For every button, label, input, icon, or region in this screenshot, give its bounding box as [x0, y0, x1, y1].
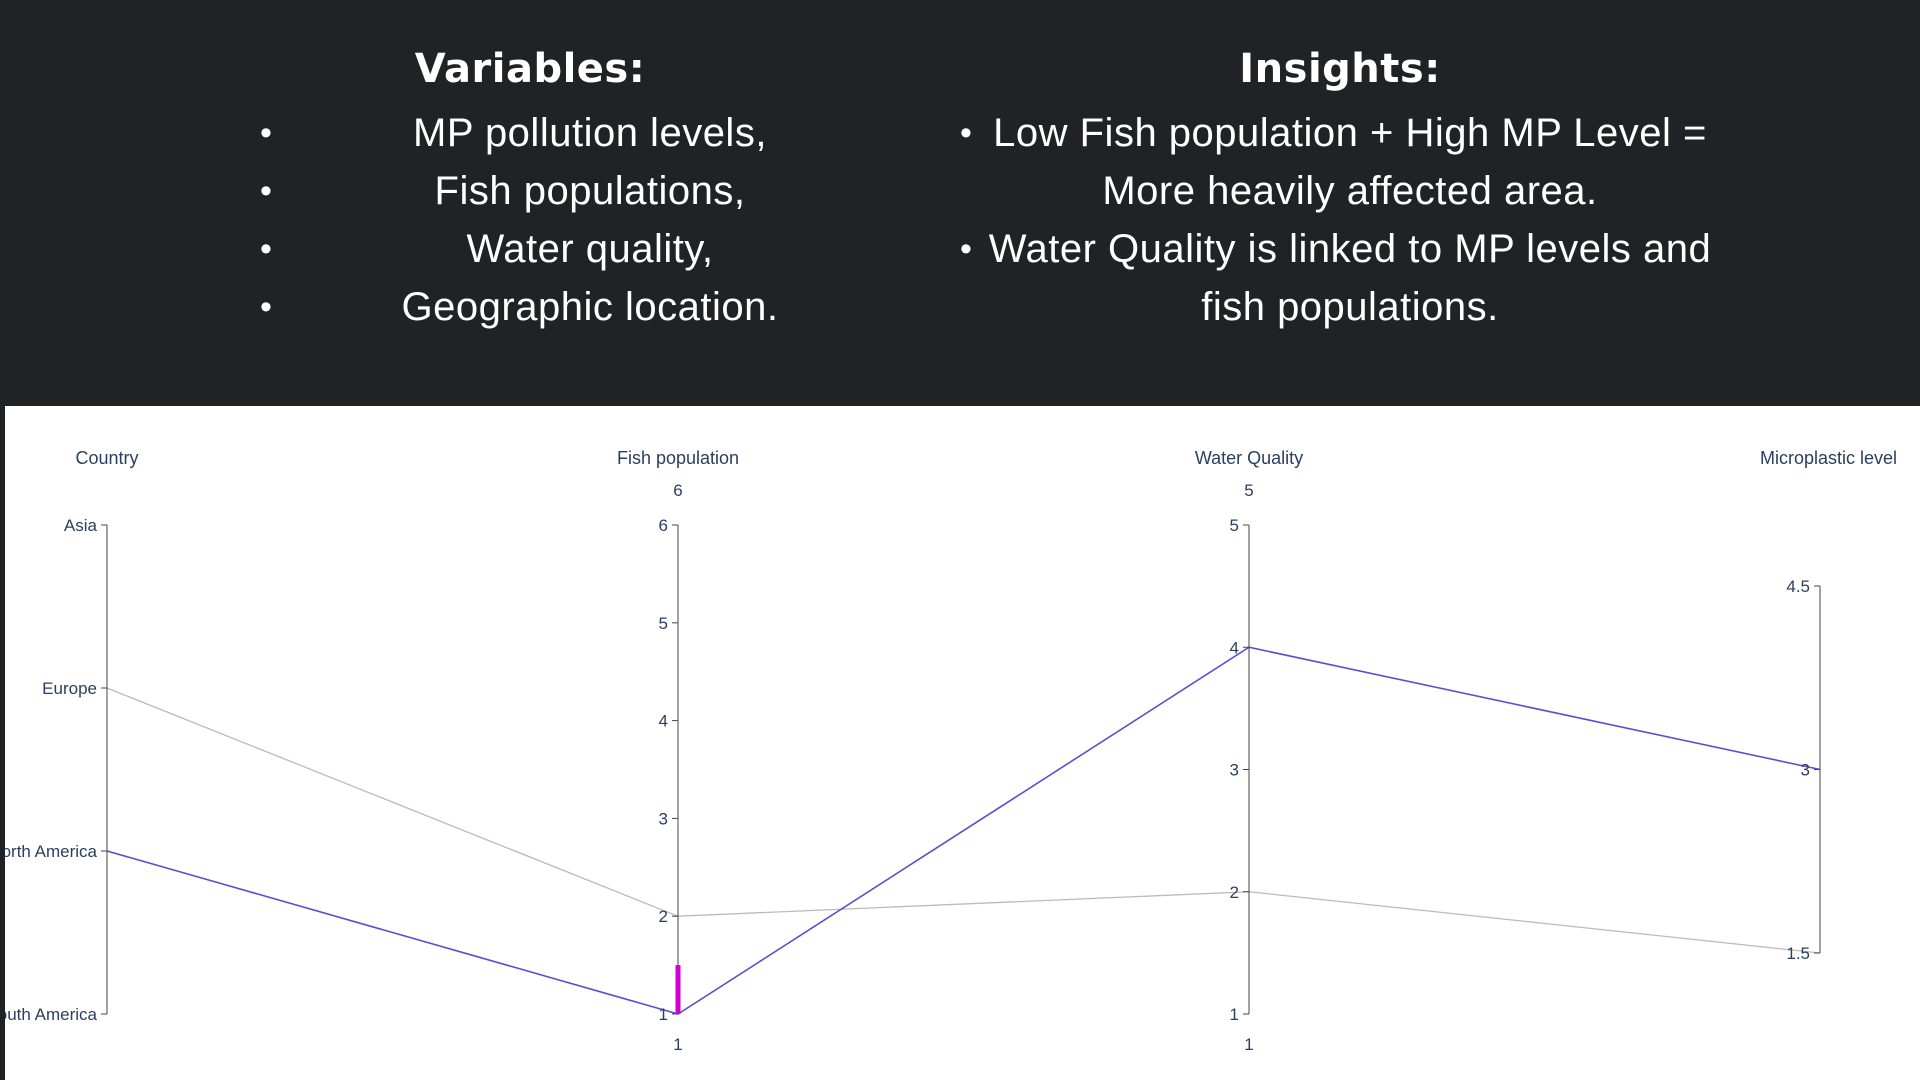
insights-section: Insights: • Low Fish population + High MP… [940, 40, 1740, 336]
data-line-unselected [106, 687, 1821, 954]
axis-tick-label: 1 [1230, 1005, 1239, 1024]
axis-tick-label: 4 [1230, 638, 1239, 657]
axis-tick-label: 1.5 [1786, 944, 1810, 963]
bullet-icon: • [260, 172, 273, 210]
bullet-icon: • [260, 230, 273, 268]
axis-range-max: 5 [1244, 481, 1253, 500]
axis-range-min: 1 [673, 1035, 682, 1054]
axis-tick-label: 4 [659, 712, 668, 731]
bullet-icon: • [960, 230, 973, 268]
axis-title[interactable]: Fish population [617, 448, 739, 468]
list-item: • Geographic location. [230, 278, 830, 336]
axis-tick-label: 3 [1801, 761, 1810, 780]
list-item: • MP pollution levels, [230, 104, 830, 162]
list-item: • Water quality, [230, 220, 830, 278]
axis-constraint-brush[interactable] [675, 965, 681, 1014]
list-item: • Low Fish population + High MP Level = M… [940, 104, 1740, 220]
axis-tick-label: 5 [1230, 516, 1239, 535]
variables-list: • MP pollution levels, • Fish populations,… [230, 104, 830, 336]
insights-heading: Insights: [1239, 46, 1441, 92]
insights-list: • Low Fish population + High MP Level = M… [940, 104, 1740, 336]
axis-tick-label: Asia [64, 516, 98, 535]
axis-title[interactable]: Water Quality [1195, 448, 1303, 468]
axis-tick-label: 5 [659, 614, 668, 633]
data-line-selected [106, 646, 1821, 1015]
chart-svg: Country Asia Europe North America South Amer… [5, 448, 1897, 1054]
axis-tick-label: 3 [1230, 761, 1239, 780]
axis-tick-label: 1 [659, 1005, 668, 1024]
axis-range-max: 6 [673, 481, 682, 500]
axis-tick-label: 6 [659, 516, 668, 535]
variables-heading: Variables: [414, 46, 646, 92]
bullet-icon: • [260, 288, 273, 326]
bullet-icon: • [260, 114, 273, 152]
axis-title[interactable]: Microplastic level [1760, 448, 1897, 468]
list-item: • Water Quality is linked to MP levels an… [940, 220, 1740, 336]
axis-tick-label: Europe [42, 679, 97, 698]
axis-tick-label: 4.5 [1786, 577, 1810, 596]
bullet-icon: • [960, 114, 973, 152]
axis-range-min: 1 [1244, 1035, 1253, 1054]
axis-tick-label: 2 [1230, 883, 1239, 902]
axis-tick-label: North America [5, 842, 98, 861]
variables-section: Variables: • MP pollution levels, • Fish p… [230, 40, 830, 336]
axis-title[interactable]: Country [75, 448, 138, 468]
parallel-coordinates-chart: Country Asia Europe North America South Amer… [5, 406, 1920, 1080]
axis-tick-label: South America [5, 1005, 98, 1024]
axis-tick-label: 2 [659, 907, 668, 926]
axis-tick-label: 3 [659, 809, 668, 828]
list-item: • Fish populations, [230, 162, 830, 220]
